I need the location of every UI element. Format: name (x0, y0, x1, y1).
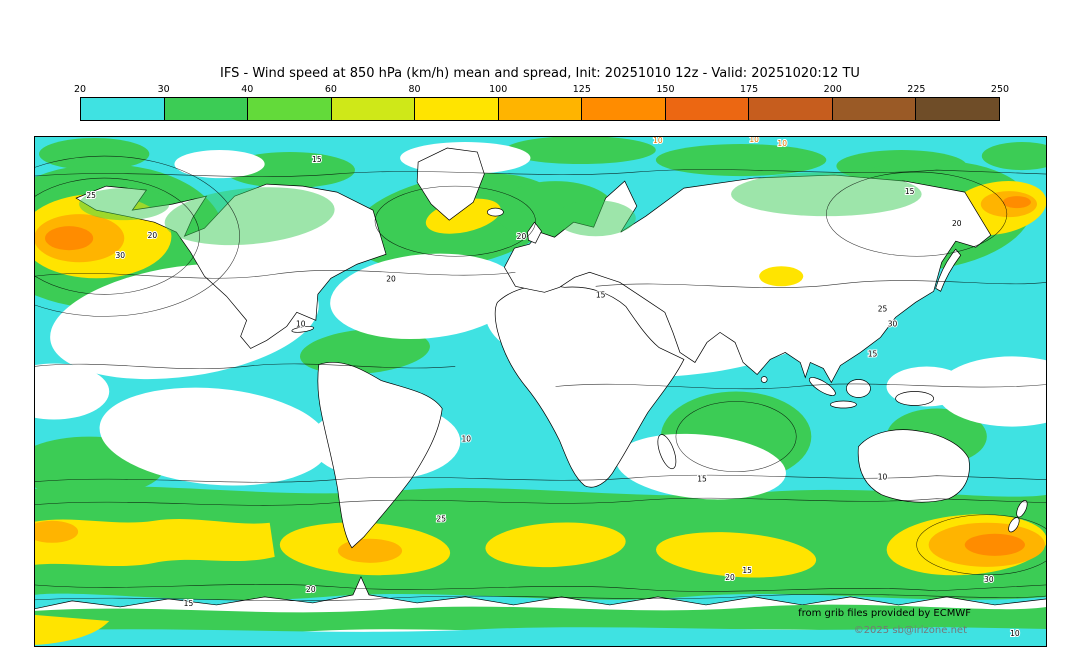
contour-label: 30 (888, 319, 898, 328)
colorbar: 20 30 40 60 80 100 125 150 175 200 225 250 (74, 84, 1009, 121)
contour-label: 10 (653, 136, 663, 145)
wind-fill-overlays (34, 172, 1047, 647)
contour-label: 20 (306, 585, 316, 594)
contour-label: 25 (436, 515, 446, 524)
colorbar-segment (163, 98, 248, 120)
contour-label: 20 (148, 231, 158, 240)
attribution-copyright: ©2025 sb@irizone.net (853, 625, 967, 636)
colorbar-segments (80, 97, 1000, 121)
contour-label: 25 (878, 304, 888, 313)
colorbar-tick-label: 250 (990, 84, 1010, 95)
colorbar-tick-label: 125 (572, 84, 591, 95)
contour-label: 10 (462, 435, 472, 444)
contour-label: 15 (742, 566, 752, 575)
colorbar-segment (664, 98, 749, 120)
colorbar-tick-label: 100 (489, 84, 508, 95)
contour-label: 30 (115, 251, 125, 260)
map-frame (34, 136, 1047, 647)
colorbar-segment (581, 98, 665, 120)
contour-label: 20 (517, 232, 527, 241)
colorbar-segment (247, 98, 331, 120)
colorbar-tick-label: 225 (907, 84, 926, 95)
contour-label: 10 (1010, 629, 1020, 638)
contour-label: 15 (184, 599, 194, 608)
contour-label: 10 (296, 319, 306, 328)
colorbar-segment (831, 98, 916, 120)
contour-label: 10 (749, 136, 759, 144)
colorbar-segment (748, 98, 832, 120)
contour-label: 10 (777, 139, 787, 148)
colorbar-segment (915, 98, 1000, 120)
contour-label: 20 (725, 573, 735, 582)
contour-label: 15 (905, 187, 915, 196)
attribution-source: from grib files provided by ECMWF (798, 608, 971, 619)
colorbar-tick-label: 20 (73, 84, 87, 95)
contour-label: 20 (386, 274, 396, 283)
colorbar-segment (81, 98, 164, 120)
colorbar-tick-label: 150 (656, 84, 675, 95)
contour-label: 15 (697, 475, 707, 484)
colorbar-tick-label: 200 (823, 84, 842, 95)
contour-label: 15 (596, 290, 606, 299)
colorbar-tick-label: 175 (740, 84, 759, 95)
contour-label: 15 (868, 349, 878, 358)
colorbar-tick-label: 80 (408, 84, 421, 95)
colorbar-tick-label: 60 (324, 84, 337, 95)
contour-label: 15 (312, 155, 322, 164)
colorbar-segment (330, 98, 415, 120)
contour-label: 10 (878, 473, 888, 482)
colorbar-tick-label: 30 (157, 84, 170, 95)
colorbar-ticks: 20 30 40 60 80 100 125 150 175 200 225 250 (74, 84, 1009, 97)
colorbar-segment (414, 98, 498, 120)
contour-lines (34, 155, 1047, 602)
map-container: 10 10 10 15 15 20 25 30 20 20 15 20 25 30 10 15 10 15 10 25… (34, 136, 1047, 647)
colorbar-tick-label: 40 (241, 84, 254, 95)
contour-label: 25 (86, 191, 96, 200)
page-title: IFS - Wind speed at 850 hPa (km/h) mean … (220, 66, 860, 81)
contour-label: 30 (984, 575, 994, 584)
contour-label: 20 (952, 219, 962, 228)
colorbar-segment (497, 98, 582, 120)
